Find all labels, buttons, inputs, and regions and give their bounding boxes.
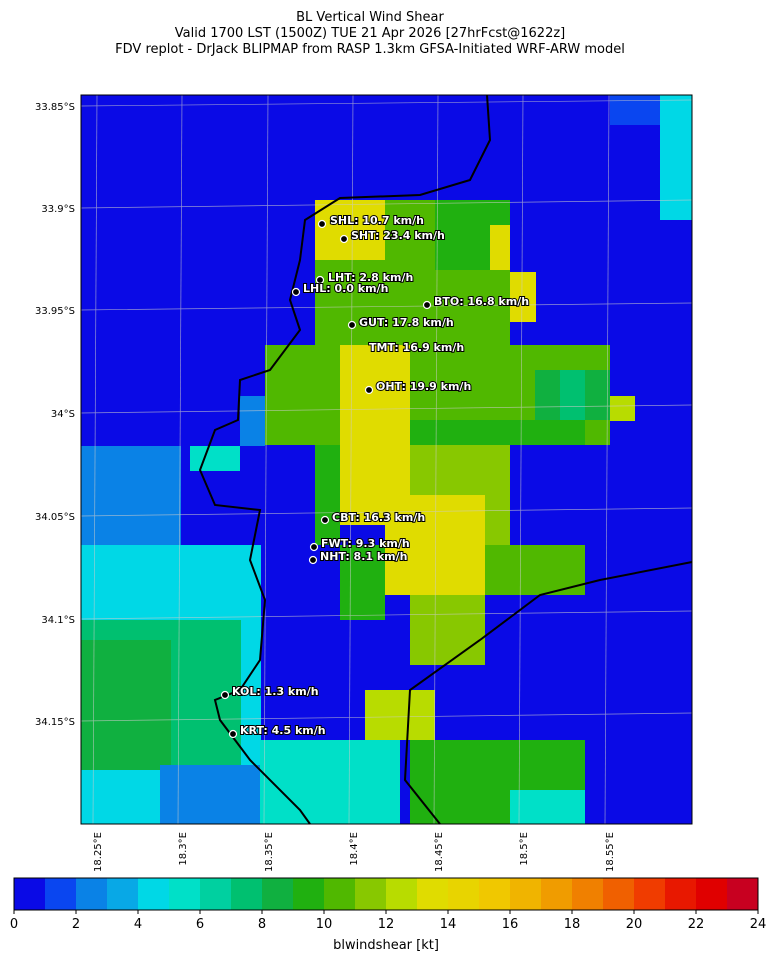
coastline — [198, 94, 492, 825]
title: BL Vertical Wind Shear — [296, 10, 444, 25]
station-dot — [309, 542, 319, 552]
station-label: SHL: 10.7 km/h — [330, 214, 424, 227]
lon-label: 18.3°E — [178, 832, 189, 866]
colorbar-swatch — [634, 878, 666, 910]
colorbar-swatch — [169, 878, 201, 910]
lon-label: 18.4°E — [349, 832, 360, 866]
boundary — [403, 561, 693, 825]
station-label: OHT: 19.9 km/h — [376, 380, 471, 393]
station-label: NHT: 8.1 km/h — [320, 550, 407, 563]
station-label: FWT: 9.3 km/h — [321, 537, 410, 550]
colorbar-tick-label: 14 — [440, 917, 457, 932]
colorbar-swatch — [231, 878, 263, 910]
lat-label: 34.05°S — [35, 512, 75, 523]
colorbar-swatch — [417, 878, 449, 910]
colorbar-swatch — [14, 878, 46, 910]
colorbar-tick-label: 12 — [378, 917, 395, 932]
colorbar-tick-label: 16 — [502, 917, 519, 932]
station-label: KRT: 4.5 km/h — [240, 724, 326, 737]
colorbar-swatch — [293, 878, 325, 910]
colorbar-tick-label: 22 — [688, 917, 705, 932]
colorbar-swatch — [541, 878, 573, 910]
lon-label: 18.45°E — [434, 832, 445, 872]
colorbar-swatch — [262, 878, 294, 910]
map-frame — [80, 94, 693, 825]
colorbar-label: blwindshear [kt] — [333, 938, 439, 953]
lon-labels: 18.25°E 18.3°E 18.35°E 18.4°E 18.45°E 18.5°E 1… — [93, 832, 616, 872]
lon-label: 18.35°E — [264, 832, 275, 872]
lon-label: 18.55°E — [605, 832, 616, 872]
station-dot — [220, 690, 230, 700]
lat-labels: 33.85°S 33.9°S 33.95°S 34°S 34.05°S 34.1°S 34.… — [35, 102, 75, 728]
colorbar-swatch — [355, 878, 387, 910]
station-label: LHT: 2.8 km/h — [328, 271, 413, 284]
colorbar-swatch — [76, 878, 108, 910]
station-dot — [339, 234, 349, 244]
colorbar-tick-label: 20 — [626, 917, 643, 932]
station-label: CBT: 16.3 km/h — [332, 511, 425, 524]
colorbar-swatch — [572, 878, 604, 910]
lat-label: 33.9°S — [41, 204, 75, 215]
stations: SHL: 10.7 km/h SHT: 23.4 km/h LHT: 2.8 km/… — [220, 213, 530, 739]
colorbar-swatch — [107, 878, 139, 910]
lat-label: 34°S — [51, 409, 75, 420]
station-label: KOL: 1.3 km/h — [232, 685, 319, 698]
lon-label: 18.5°E — [519, 832, 530, 866]
station-dot — [317, 219, 327, 229]
station-dot — [228, 729, 238, 739]
colorbar-swatch — [200, 878, 232, 910]
colorbar-tick-label: 8 — [258, 917, 266, 932]
colorbar-swatch — [448, 878, 480, 910]
station-dot — [291, 287, 301, 297]
lon-label: 18.25°E — [93, 832, 104, 872]
station-dot — [347, 320, 357, 330]
colorbar-swatch — [324, 878, 356, 910]
source: FDV replot - DrJack BLIPMAP from RASP 1.… — [115, 42, 625, 57]
station-dot — [308, 555, 318, 565]
station-label: LHL: 0.0 km/h — [303, 282, 388, 295]
colorbar-tick-label: 10 — [316, 917, 333, 932]
station-label: TMT: 16.9 km/h — [369, 341, 464, 354]
station-dot — [315, 275, 325, 285]
lat-label: 34.1°S — [41, 615, 75, 626]
station-label: BTO: 16.8 km/h — [434, 295, 529, 308]
colorbar-tick-label: 4 — [134, 917, 142, 932]
station-dot — [320, 515, 330, 525]
colorbar-tick-label: 2 — [72, 917, 80, 932]
station-label: SHT: 23.4 km/h — [351, 229, 445, 242]
colorbar-swatch — [45, 878, 77, 910]
lat-label: 33.85°S — [35, 102, 75, 113]
station-dot — [422, 300, 432, 310]
map: 33.85°S 33.9°S 33.95°S 34°S 34.05°S 34.1°S 34.… — [35, 94, 693, 872]
colorbar-tick-label: 18 — [564, 917, 581, 932]
colorbar-swatch — [665, 878, 697, 910]
station-dot — [364, 385, 374, 395]
colorbar-swatch — [696, 878, 728, 910]
colorbar: 0 2 4 6 8 10 12 14 16 18 20 22 24 — [10, 877, 767, 932]
colorbar-swatch — [510, 878, 542, 910]
graticule — [80, 94, 693, 825]
colorbar-tick-label: 0 — [10, 917, 18, 932]
subtitle: Valid 1700 LST (1500Z) TUE 21 Apr 2026 [… — [175, 26, 566, 41]
lat-label: 34.15°S — [35, 717, 75, 728]
lat-label: 33.95°S — [35, 306, 75, 317]
station-label: GUT: 17.8 km/h — [359, 316, 454, 329]
colorbar-swatch — [603, 878, 635, 910]
colorbar-swatch — [727, 878, 759, 910]
colorbar-swatch — [386, 878, 418, 910]
colorbar-swatch — [138, 878, 170, 910]
colorbar-swatch — [479, 878, 511, 910]
colorbar-tick-label: 24 — [750, 917, 767, 932]
colorbar-tick-label: 6 — [196, 917, 204, 932]
